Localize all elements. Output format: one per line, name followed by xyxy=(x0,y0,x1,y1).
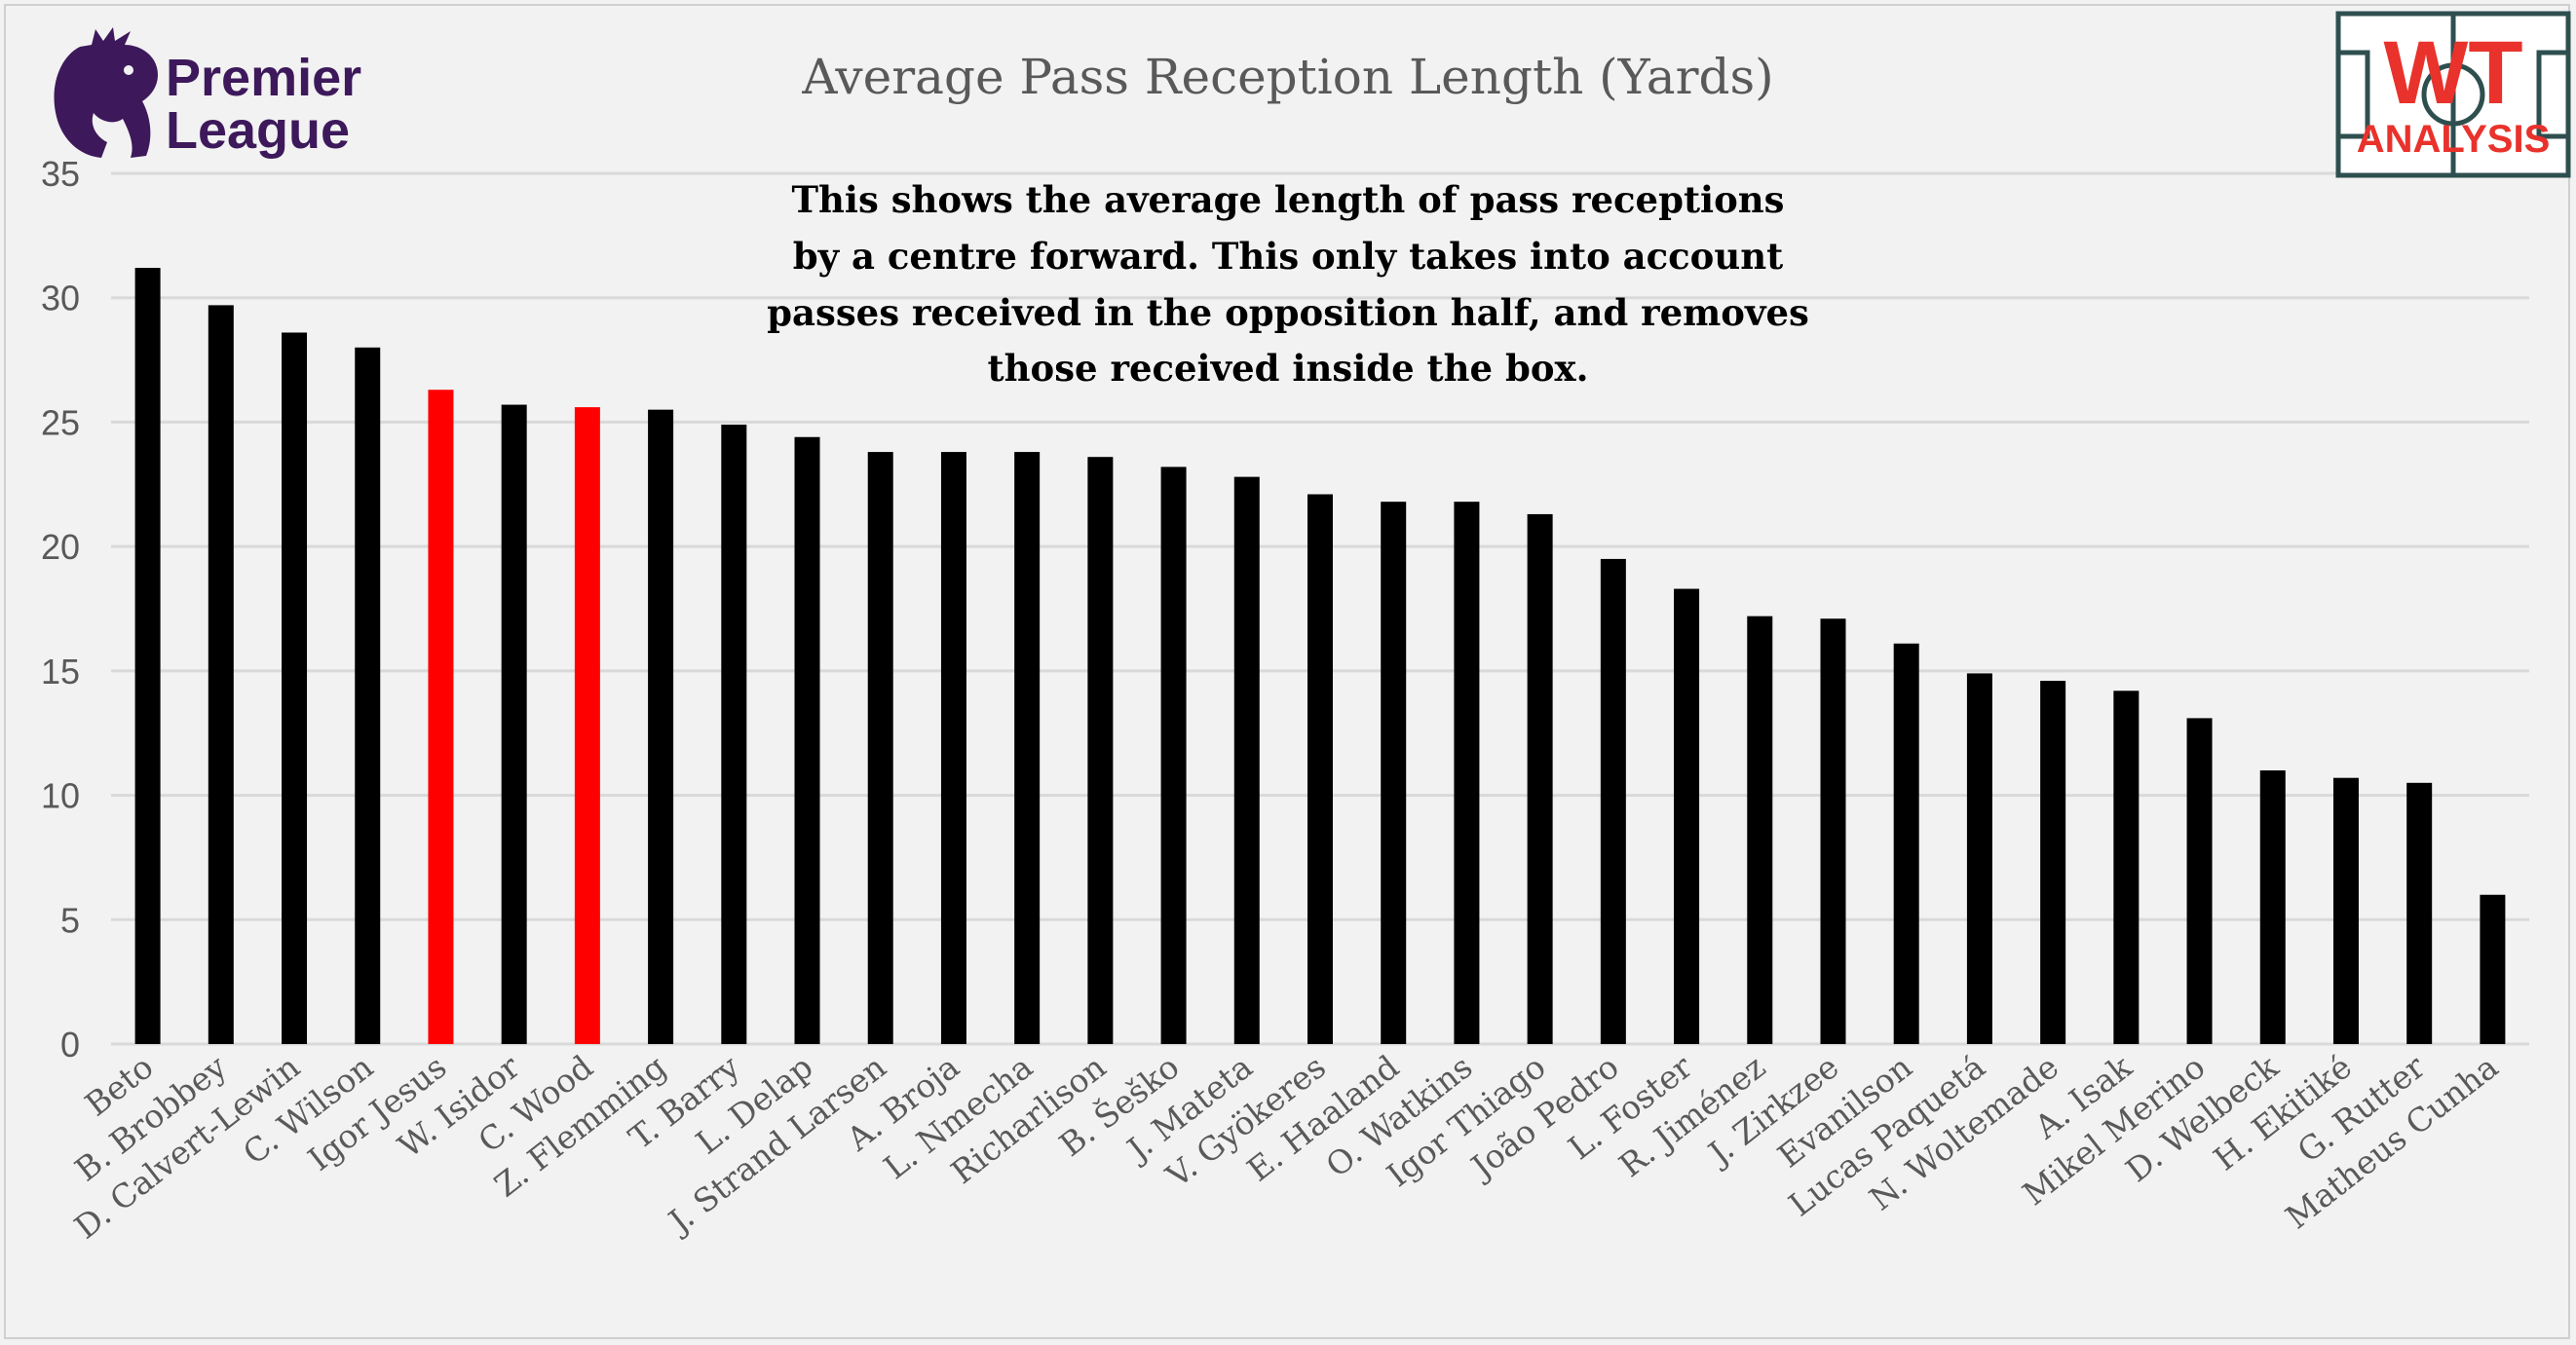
bar-b-e-ko xyxy=(1160,467,1187,1044)
bar-r-jim-nez xyxy=(1747,616,1773,1044)
premier-league-logo: Premier League xyxy=(54,27,361,160)
bar-h-ekitik- xyxy=(2332,777,2359,1044)
pitch-icon xyxy=(2335,11,2571,178)
bar-matheus-cunha xyxy=(2480,894,2506,1044)
bar-z-flemming xyxy=(648,409,674,1045)
wt-analysis-logo: WT ANALYSIS xyxy=(2335,11,2571,178)
annotation-line-1: This shows the average length of pass re… xyxy=(792,178,1785,221)
chart-frame: Average Pass Reception Length (Yards) 0 5… xyxy=(4,4,2571,1339)
annotation-line-4: those received inside the box. xyxy=(988,347,1589,390)
bar-b-brobbey xyxy=(208,305,234,1044)
annotation-line-3: passes received in the opposition half, … xyxy=(767,291,1809,334)
bar-d-welbeck xyxy=(2259,770,2286,1044)
bar-l-nmecha xyxy=(1014,452,1041,1045)
bar-jo-o-pedro xyxy=(1600,558,1626,1044)
annotation-text: This shows the average length of pass re… xyxy=(767,178,1809,390)
bar-d-calvert-lewin xyxy=(282,332,308,1045)
league-name-line1: Premier xyxy=(166,49,361,107)
y-tick-label: 0 xyxy=(60,1025,80,1065)
y-tick-label: 20 xyxy=(41,527,80,567)
bar-w-isidor xyxy=(501,404,527,1044)
y-axis-ticks: 0 5 10 15 20 25 30 35 xyxy=(41,154,80,1065)
bar-l-foster xyxy=(1674,588,1700,1044)
bar-v-gy-keres xyxy=(1307,494,1333,1044)
bar-a-broja xyxy=(940,452,966,1045)
bar-g-rutter xyxy=(2406,782,2433,1044)
league-name-line2: League xyxy=(166,101,350,160)
annotation-line-2: by a centre forward. This only takes int… xyxy=(793,235,1784,278)
lion-icon xyxy=(54,27,158,158)
bar-evanilson xyxy=(1893,643,1919,1044)
y-tick-label: 35 xyxy=(41,154,80,194)
bar-beto xyxy=(134,268,161,1044)
bar-j-strand-larsen xyxy=(867,452,893,1045)
bar-c-wilson xyxy=(355,347,381,1044)
bar-j-mateta xyxy=(1233,476,1260,1044)
y-tick-label: 30 xyxy=(41,279,80,318)
bar-c-wood xyxy=(574,407,600,1044)
wt-logo-bottom-text: ANALYSIS xyxy=(2357,118,2551,161)
bar-igor-jesus xyxy=(428,390,454,1044)
chart-title: Average Pass Reception Length (Yards) xyxy=(801,49,1773,105)
bar-chart: Average Pass Reception Length (Yards) 0 5… xyxy=(41,49,2529,1247)
wt-logo-top-text: WT xyxy=(2383,23,2522,123)
bar-o-watkins xyxy=(1454,502,1480,1044)
bars xyxy=(134,268,2506,1045)
bar-e-haaland xyxy=(1381,502,1407,1044)
bar-n-woltemade xyxy=(2040,681,2066,1044)
bar-t-barry xyxy=(721,424,747,1044)
bar-richarlison xyxy=(1087,457,1114,1044)
y-tick-label: 15 xyxy=(41,652,80,691)
y-tick-label: 25 xyxy=(41,402,80,442)
y-tick-label: 10 xyxy=(41,776,80,816)
y-tick-label: 5 xyxy=(60,900,80,940)
bar-j-zirkzee xyxy=(1820,618,1846,1044)
bar-igor-thiago xyxy=(1527,513,1553,1044)
bar-mikel-merino xyxy=(2186,718,2213,1044)
bar-a-isak xyxy=(2113,691,2140,1044)
bar-l-delap xyxy=(794,436,820,1044)
bar-lucas-paquet- xyxy=(1966,673,1992,1044)
